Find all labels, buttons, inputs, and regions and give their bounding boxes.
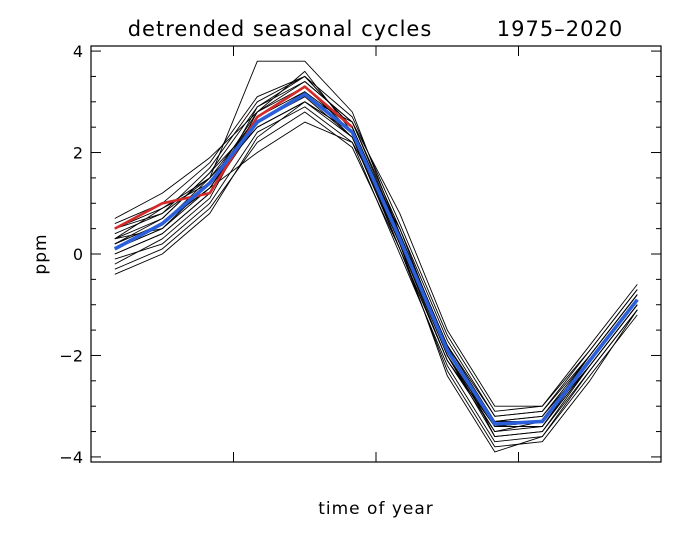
year-line	[114, 101, 638, 427]
year-line	[114, 86, 638, 438]
year-line	[114, 101, 638, 417]
year-line	[114, 75, 638, 412]
y-tick-label: 4	[73, 42, 83, 61]
year-line	[114, 91, 638, 433]
year-line	[114, 111, 638, 448]
axis-ticks: −4 −2 0 2 4	[59, 42, 661, 467]
y-tick-label: 2	[73, 144, 83, 163]
mean-cycle-line	[113, 92, 639, 426]
year-line	[114, 96, 638, 427]
background-year-lines	[114, 60, 638, 453]
year-line	[114, 70, 638, 427]
year-line	[114, 60, 638, 422]
chart-title: detrended seasonal cycles	[128, 17, 433, 41]
year-line	[114, 96, 638, 407]
chart-subtitle: 1975–2020	[497, 17, 623, 41]
y-axis-label: ppm	[31, 233, 51, 274]
year-line	[114, 86, 638, 422]
highlight-lines	[113, 85, 639, 426]
y-tick-label: −2	[59, 346, 83, 365]
year-line	[114, 75, 638, 422]
x-axis-label: time of year	[318, 499, 434, 519]
year-line	[114, 86, 638, 427]
y-tick-label: 0	[73, 245, 83, 264]
year-line	[114, 81, 638, 422]
plot-frame	[90, 45, 662, 463]
year-line	[114, 91, 638, 433]
year-line	[114, 81, 638, 417]
y-tick-label: −4	[59, 448, 83, 467]
